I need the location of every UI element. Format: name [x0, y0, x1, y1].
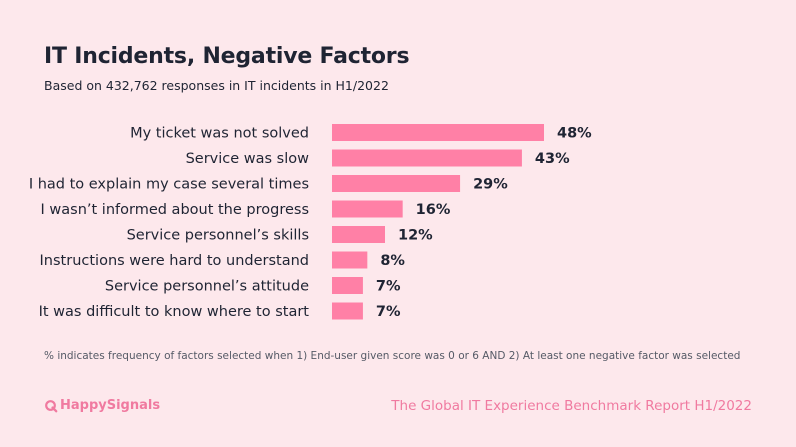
bar — [332, 226, 385, 243]
value-label: 16% — [416, 202, 451, 218]
value-label: 7% — [376, 279, 401, 295]
page-subtitle: Based on 432,762 responses in IT inciden… — [44, 78, 389, 93]
bar — [332, 149, 522, 167]
bar — [332, 124, 544, 141]
value-label: 29% — [473, 177, 508, 193]
bar — [332, 251, 368, 269]
category-label: I wasn’t informed about the progress — [41, 202, 309, 218]
value-label: 48% — [557, 126, 592, 142]
category-label: Service personnel’s attitude — [105, 279, 309, 295]
bar — [332, 200, 403, 218]
category-label: I had to explain my case several times — [29, 177, 309, 193]
category-label: It was difficult to know where to start — [39, 304, 310, 320]
bar — [332, 277, 363, 294]
bar — [332, 302, 363, 320]
value-label: 8% — [380, 253, 405, 269]
value-label: 43% — [535, 151, 570, 167]
category-label: Service personnel’s skills — [127, 228, 309, 244]
bar-chart: My ticket was not solved 48% Service was s… — [29, 124, 592, 320]
bar — [332, 175, 461, 192]
brand-logo: HappySignals — [44, 398, 160, 413]
chart-footnote: % indicates frequency of factors selecte… — [44, 350, 741, 362]
page-title: IT Incidents, Negative Factors — [44, 44, 410, 69]
category-label: Service was slow — [186, 151, 310, 167]
value-label: 7% — [376, 304, 401, 320]
category-label: My ticket was not solved — [130, 126, 309, 142]
value-label: 12% — [398, 228, 433, 244]
brand-name: HappySignals — [60, 398, 161, 413]
category-label: Instructions were hard to understand — [40, 253, 309, 269]
report-name: The Global IT Experience Benchmark Repor… — [391, 398, 752, 414]
q-logo-icon — [44, 399, 58, 413]
